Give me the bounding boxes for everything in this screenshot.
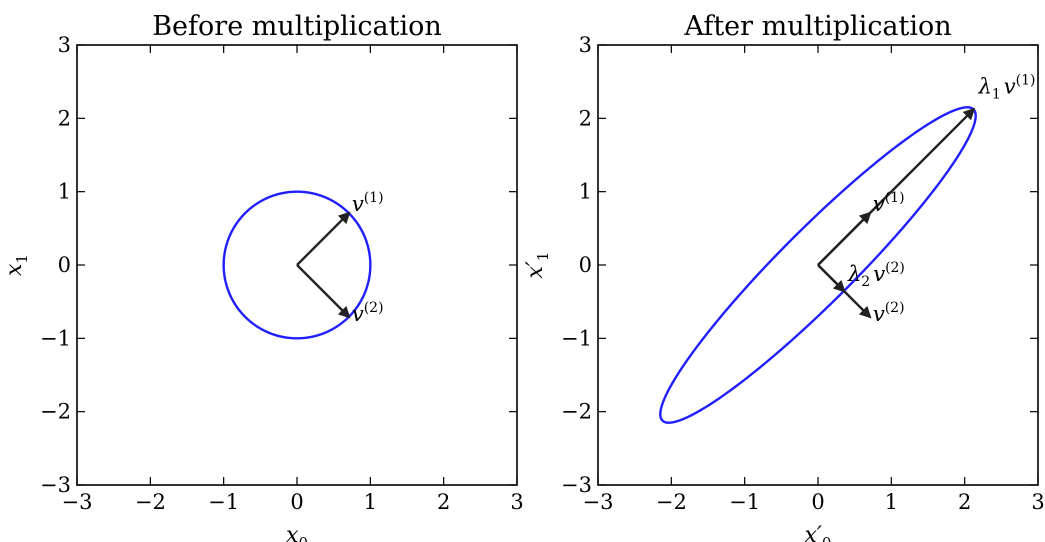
x-axis-label-main: x′	[805, 523, 822, 542]
eigenvector-arrow	[296, 264, 351, 319]
y-tick-label: −3	[40, 473, 71, 497]
x-tick-label: −1	[208, 490, 239, 514]
vector-label-sub: 1	[992, 86, 1001, 102]
vector-label: v(1)	[873, 190, 905, 216]
vector-label-v: v	[873, 302, 885, 326]
vector-label-sup: (2)	[885, 260, 905, 276]
x-tick-label: 0	[811, 490, 824, 514]
x-tick-label: −2	[135, 490, 166, 514]
x-tick-label: 1	[364, 490, 377, 514]
ellipse-curve	[659, 106, 977, 424]
x-tick-label: 2	[958, 490, 971, 514]
chart-panel-2: −3 −2 −1 0 1 2 3 −3 −2 −1 0 1 2 3 After multiplication…	[523, 11, 1045, 542]
x-tick-label: 3	[510, 490, 523, 514]
y-tick-label: 1	[579, 180, 592, 204]
eigenvector-arrow	[817, 211, 872, 266]
y-tick-label: 1	[58, 180, 71, 204]
vector-label: λ2 v(2)	[847, 260, 905, 290]
y-tick-label: 0	[579, 253, 592, 277]
vector-label: v(2)	[352, 300, 384, 326]
y-tick-label: 3	[579, 33, 592, 57]
x-tick-label: −1	[729, 490, 760, 514]
x-tick-label: 2	[437, 490, 450, 514]
vector-label-sup: (1)	[364, 190, 384, 206]
x-tick-label: −3	[583, 490, 614, 514]
x-axis-label-sub: 0	[298, 534, 308, 542]
vector-label-v: v	[1004, 74, 1016, 98]
vector-label: v(1)	[352, 190, 384, 216]
y-axis-label: x′1	[523, 252, 552, 279]
y-tick-label: −3	[561, 473, 592, 497]
vector-label-v: v	[873, 262, 885, 286]
x-tick-label: −2	[656, 490, 687, 514]
vector-label-sub: 2	[861, 274, 870, 290]
y-axis-label: x1	[2, 254, 31, 276]
vector-label-v: v	[352, 192, 364, 216]
y-axis-label-main: x	[2, 263, 27, 276]
vector-label: v(2)	[873, 300, 905, 326]
vector-label-sup: (1)	[885, 190, 905, 206]
vector-label-v: v	[352, 302, 364, 326]
chart-title: After multiplication	[683, 11, 951, 42]
y-tick-label: −1	[40, 326, 71, 350]
y-tick-label: −2	[40, 400, 71, 424]
x-tick-label: −3	[62, 490, 93, 514]
y-tick-label: −2	[561, 400, 592, 424]
x-axis-label: x0	[286, 523, 308, 542]
x-axis-label-sub: 0	[822, 534, 832, 542]
x-tick-label: 1	[885, 490, 898, 514]
eigenvector-arrow	[817, 264, 872, 319]
vector-label-lambda: λ	[978, 74, 992, 98]
x-axis-label-main: x	[286, 523, 299, 542]
y-axis-label-sub: 1	[534, 252, 552, 262]
x-tick-label: 0	[290, 490, 303, 514]
vector-label-sup: (2)	[885, 300, 905, 316]
x-tick-label: 3	[1031, 490, 1044, 514]
vector-label: λ1 v(1)	[978, 72, 1036, 102]
y-tick-label: −1	[561, 326, 592, 350]
y-axis-label-sub: 1	[13, 254, 31, 264]
y-tick-label: 3	[58, 33, 71, 57]
eigenvector-arrow	[296, 211, 351, 266]
y-axis-label-main: x′	[523, 261, 548, 278]
chart-panel-1: −3 −2 −1 0 1 2 3 −3 −2 −1 0 1 2 3 Before multiplicatio…	[2, 11, 524, 542]
ellipse-curve	[222, 190, 372, 340]
vector-label-sup: (2)	[364, 300, 384, 316]
x-axis-label: x′0	[805, 523, 832, 542]
vector-label-lambda: λ	[847, 262, 861, 286]
vector-label-sup: (1)	[1016, 72, 1036, 88]
vector-label-v: v	[873, 192, 885, 216]
y-tick-label: 2	[58, 106, 71, 130]
y-tick-label: 2	[579, 106, 592, 130]
y-tick-label: 0	[58, 253, 71, 277]
chart-title: Before multiplication	[152, 11, 442, 42]
